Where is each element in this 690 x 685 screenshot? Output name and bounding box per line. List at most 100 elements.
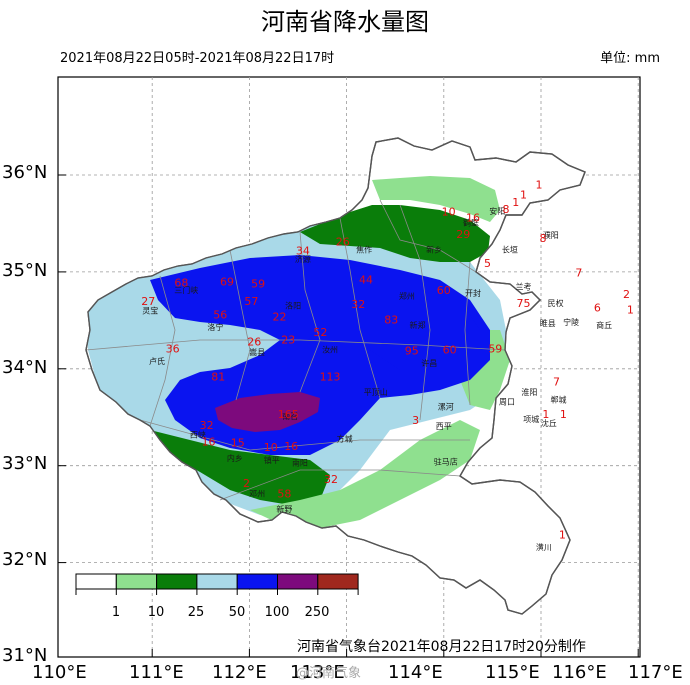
station-value: 113 bbox=[320, 370, 341, 383]
station-name: 淮阳 bbox=[521, 387, 537, 397]
station-value: 26 bbox=[336, 236, 350, 249]
station-value: 16 bbox=[284, 440, 298, 453]
station-value: 22 bbox=[273, 310, 287, 323]
station-name: 长垣 bbox=[502, 245, 518, 255]
station-name: 南召 bbox=[282, 411, 298, 421]
lon-label-112: 112°E bbox=[212, 662, 267, 683]
station-value: 52 bbox=[313, 326, 327, 339]
station-value: 7 bbox=[553, 375, 560, 388]
rainfall-zone bbox=[372, 176, 500, 222]
map-frame bbox=[57, 76, 641, 658]
city-border bbox=[219, 469, 461, 501]
station-name: 沈丘 bbox=[541, 418, 557, 428]
legend-label-100: 100 bbox=[264, 605, 290, 620]
station-name: 新乡 bbox=[426, 245, 442, 255]
station-name: 灵宝 bbox=[142, 306, 158, 316]
station-name: 洛阳 bbox=[285, 301, 301, 311]
lon-label-115: 115°E bbox=[485, 662, 540, 683]
legend-label-250: 250 bbox=[304, 605, 330, 620]
legend-swatch bbox=[236, 573, 278, 590]
station-value: 16 bbox=[466, 212, 480, 225]
station-value: 23 bbox=[281, 334, 295, 347]
station-value: 8 bbox=[503, 203, 510, 216]
station-value: 57 bbox=[244, 295, 258, 308]
station-name: 内乡 bbox=[227, 453, 243, 463]
lon-label-116: 116°E bbox=[552, 662, 607, 683]
station-value: 83 bbox=[384, 313, 398, 326]
legend-colorbar bbox=[75, 573, 359, 595]
station-value: 1 bbox=[627, 304, 634, 317]
station-value: 95 bbox=[405, 344, 419, 357]
station-name: 新郑 bbox=[410, 320, 426, 330]
station-value: 1 bbox=[560, 408, 567, 421]
station-name: 周口 bbox=[499, 398, 515, 407]
city-border bbox=[229, 249, 251, 401]
station-value: 8 bbox=[539, 232, 546, 245]
station-name: 三门峡 bbox=[174, 285, 198, 295]
city-border bbox=[379, 199, 477, 273]
legend-swatch bbox=[277, 573, 319, 590]
city-border bbox=[464, 261, 471, 406]
lon-label-111: 111°E bbox=[129, 662, 184, 683]
station-value: 26 bbox=[247, 336, 261, 349]
station-name: 焦作 bbox=[356, 245, 372, 255]
station-name: 新野 bbox=[276, 504, 292, 514]
station-value: 1 bbox=[559, 528, 566, 541]
lat-label-34: 34°N bbox=[2, 357, 48, 378]
station-name: 项城 bbox=[523, 415, 539, 424]
legend-label-50: 50 bbox=[228, 605, 246, 620]
station-value: 81 bbox=[211, 370, 225, 383]
station-name: 许昌 bbox=[421, 358, 437, 368]
lat-label-35: 35°N bbox=[2, 260, 48, 281]
station-value: 7 bbox=[575, 267, 582, 280]
legend-swatch bbox=[115, 573, 158, 590]
station-value: 68 bbox=[174, 276, 188, 289]
producer-footer: 河南省气象台2021年08月22日17时20分制作 bbox=[297, 639, 586, 655]
station-name: 南阳 bbox=[292, 458, 308, 468]
station-name: 睢县 bbox=[540, 318, 556, 328]
city-border bbox=[149, 275, 176, 427]
station-value: 60 bbox=[437, 284, 451, 297]
station-value: 60 bbox=[443, 343, 457, 356]
station-value: 75 bbox=[517, 297, 531, 310]
legend-swatch bbox=[156, 573, 198, 590]
station-value: 29 bbox=[456, 228, 470, 241]
station-value: 27 bbox=[141, 295, 155, 308]
rainfall-zone bbox=[300, 205, 490, 262]
station-value: 10 bbox=[264, 441, 278, 454]
map-title: 河南省降水量图 bbox=[261, 8, 429, 36]
station-name: 平顶山 bbox=[364, 387, 388, 397]
station-value: 59 bbox=[251, 277, 265, 290]
lat-label-31: 31°N bbox=[2, 645, 48, 666]
station-name: 郸城 bbox=[550, 395, 566, 405]
station-name: 民权 bbox=[548, 298, 564, 308]
watermark: @河南气象 bbox=[296, 666, 362, 681]
province-border bbox=[85, 137, 586, 615]
station-value: 32 bbox=[200, 419, 214, 432]
city-border bbox=[139, 419, 470, 451]
station-name: 宁陵 bbox=[563, 317, 579, 327]
station-value: 56 bbox=[213, 308, 227, 321]
station-value: 34 bbox=[296, 244, 310, 257]
station-name: 西峡 bbox=[190, 430, 206, 440]
legend-swatch bbox=[317, 573, 359, 590]
lon-label-114: 114°E bbox=[388, 662, 443, 683]
station-value: 16 bbox=[202, 435, 216, 448]
city-border bbox=[85, 339, 506, 351]
station-value: 2 bbox=[623, 288, 630, 301]
station-value: 1 bbox=[542, 408, 549, 421]
station-name: 汝州 bbox=[322, 344, 338, 354]
station-name: 开封 bbox=[465, 288, 481, 298]
rainfall-shading bbox=[86, 176, 510, 528]
legend-label-25: 25 bbox=[187, 605, 205, 620]
station-value: 59 bbox=[488, 342, 502, 355]
station-value: 36 bbox=[166, 342, 180, 355]
station-name: 驻马店 bbox=[434, 457, 458, 467]
station-name: 方城 bbox=[337, 433, 353, 443]
lon-label-113: 113°E bbox=[290, 662, 345, 683]
time-period: 2021年08月22日05时-2021年08月22日17时 bbox=[60, 51, 335, 66]
station-name: 镇平 bbox=[264, 455, 280, 465]
station-value: 15 bbox=[231, 436, 245, 449]
